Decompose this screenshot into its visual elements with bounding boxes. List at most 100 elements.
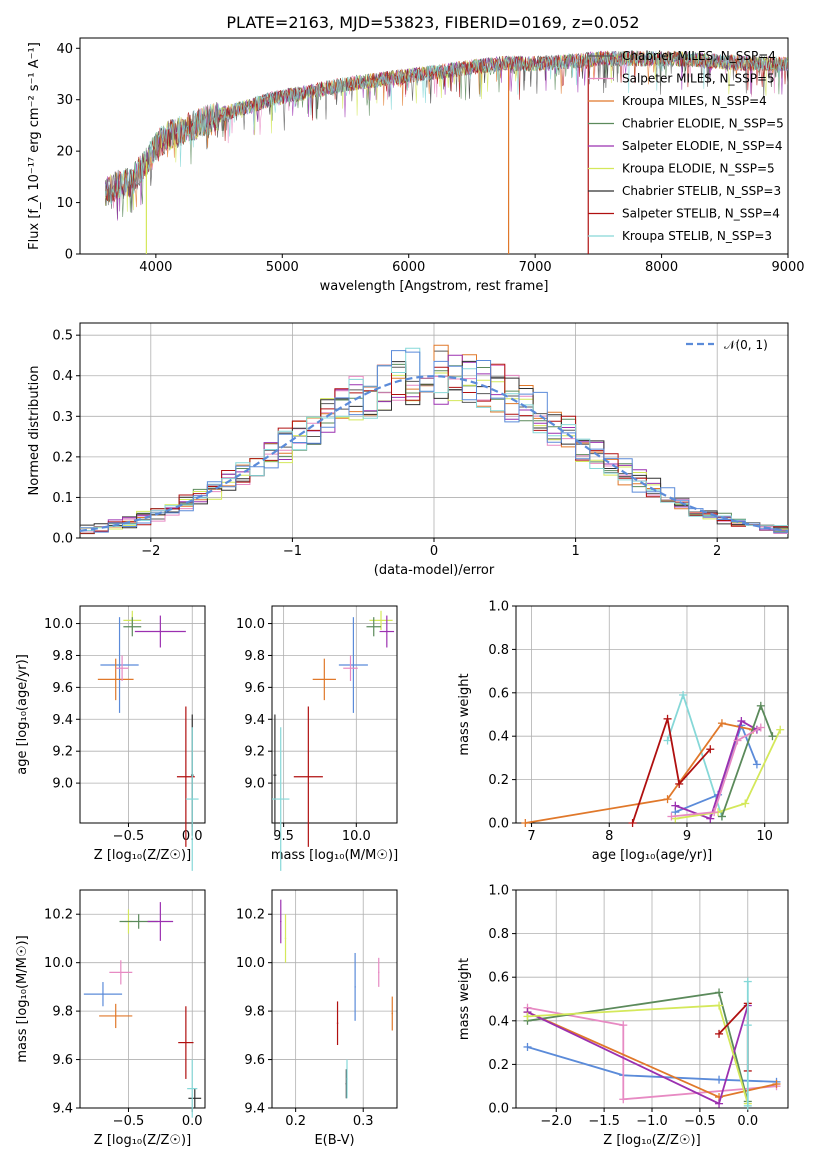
legend-label: Chabrier MILES, N_SSP=4 bbox=[622, 49, 776, 63]
plot-frame bbox=[271, 889, 398, 1109]
series-line bbox=[631, 718, 711, 824]
plot-frame bbox=[79, 605, 206, 824]
y-tick-label: 9.8 bbox=[244, 649, 265, 664]
y-tick-label: 10.0 bbox=[236, 956, 265, 971]
x-tick-label: 10 bbox=[756, 829, 773, 844]
legend-label: Salpeter STELIB, N_SSP=4 bbox=[622, 207, 780, 221]
y-tick-label: 0.6 bbox=[488, 686, 509, 701]
series-line bbox=[527, 1004, 749, 1104]
spectrum-line bbox=[105, 50, 788, 205]
spectrum-line bbox=[105, 50, 788, 203]
y-axis-label: Flux [f_λ 10⁻¹⁷ erg cm⁻² s⁻¹ A⁻¹] bbox=[27, 42, 42, 250]
x-tick-label: −1.5 bbox=[588, 1114, 620, 1129]
x-tick-label: 2 bbox=[713, 544, 721, 559]
x-tick-label: 4000 bbox=[139, 260, 172, 275]
x-tick-label: 0.0 bbox=[182, 1114, 203, 1129]
spectrum-lines bbox=[105, 50, 788, 254]
series-line bbox=[718, 1001, 749, 1071]
x-axis-label: age [log₁₀(age/yr)] bbox=[592, 848, 713, 863]
y-axis-label: age [log₁₀(age/yr)] bbox=[15, 654, 30, 775]
spectrum-line bbox=[105, 50, 788, 221]
x-tick-label: 5000 bbox=[266, 260, 299, 275]
y-tick-label: 30 bbox=[56, 93, 73, 108]
x-tick-label: 0 bbox=[430, 544, 438, 559]
series-line bbox=[666, 692, 723, 817]
y-tick-label: 0.8 bbox=[488, 643, 509, 658]
x-tick-label: −0.5 bbox=[113, 829, 145, 844]
y-tick-label: 0.2 bbox=[488, 1058, 509, 1073]
y-tick-label: 10 bbox=[56, 196, 73, 211]
residuals-panel: −2 −1 0 1 2 0.0 0.1 0.2 0.3 0.4 0.5 (data-model)/er… bbox=[27, 322, 789, 578]
y-tick-label: 9.0 bbox=[244, 777, 265, 792]
y-tick-label: 10.0 bbox=[236, 617, 265, 632]
y-tick-label: 9.2 bbox=[244, 745, 265, 760]
x-axis-label: mass [log₁₀(M/M☉)] bbox=[271, 848, 398, 863]
y-tick-label: 1.0 bbox=[488, 600, 509, 615]
y-tick-label: 9.4 bbox=[52, 713, 73, 728]
y-tick-label: 0.3 bbox=[52, 410, 73, 425]
legend-label: Salpeter ELODIE, N_SSP=4 bbox=[622, 139, 783, 153]
series-line bbox=[671, 726, 762, 818]
y-tick-label: 1.0 bbox=[488, 884, 509, 899]
y-tick-label: 10.2 bbox=[44, 908, 73, 923]
mass-vs-z-panel: −0.5 0.0 9.4 9.6 9.8 10.0 10.2 Z [log₁₀(Z/Z☉)] m… bbox=[15, 889, 206, 1148]
x-tick-label: 1 bbox=[571, 544, 579, 559]
x-tick-label: 9.5 bbox=[273, 829, 294, 844]
series-line bbox=[674, 719, 758, 820]
series-line bbox=[527, 1005, 749, 1105]
histogram-line bbox=[80, 350, 788, 534]
y-tick-label: 9.8 bbox=[52, 1005, 73, 1020]
legend-label: Kroupa MILES, N_SSP=4 bbox=[622, 94, 767, 108]
plot-frame bbox=[515, 889, 789, 1109]
y-tick-label: 10.0 bbox=[44, 956, 73, 971]
plot-frame bbox=[79, 322, 789, 539]
y-tick-label: 9.6 bbox=[244, 681, 265, 696]
series-line bbox=[527, 991, 749, 1102]
legend-label: Kroupa STELIB, N_SSP=3 bbox=[622, 229, 772, 243]
spectrum-line bbox=[105, 51, 788, 209]
x-axis-label: Z [log₁₀(Z/Z☉)] bbox=[94, 1133, 191, 1148]
y-tick-label: 0 bbox=[65, 248, 73, 263]
y-axis-label: mass weight bbox=[457, 958, 472, 1040]
x-tick-label: 0.2 bbox=[285, 1114, 306, 1129]
y-tick-label: 9.6 bbox=[52, 1053, 73, 1068]
y-tick-label: 40 bbox=[56, 42, 73, 57]
mass-vs-ebv-panel: 0.2 0.3 9.4 9.6 9.8 10.0 10.2 E(B-V) bbox=[236, 889, 398, 1148]
x-tick-label: 6000 bbox=[392, 260, 425, 275]
y-tick-label: 9.4 bbox=[244, 1102, 265, 1117]
spectrum-panel: 4000 5000 6000 7000 8000 9000 0 10 20 30 40 wavelen… bbox=[27, 37, 805, 294]
age-vs-mass-panel: 9.5 10.0 9.0 9.2 9.4 9.6 9.8 10.0 mass [log₁₀(M/… bbox=[236, 605, 398, 871]
plot-frame bbox=[79, 37, 789, 255]
x-axis-label: wavelength [Angstrom, rest frame] bbox=[320, 279, 549, 294]
x-tick-label: −0.5 bbox=[684, 1114, 716, 1129]
y-tick-label: 9.8 bbox=[52, 649, 73, 664]
y-tick-label: 9.6 bbox=[52, 681, 73, 696]
legend-label: 𝒩(0, 1) bbox=[724, 338, 768, 352]
legend-label: Chabrier ELODIE, N_SSP=5 bbox=[622, 117, 784, 131]
y-tick-label: 0.5 bbox=[52, 329, 73, 344]
plot-frame bbox=[271, 605, 398, 824]
x-axis-label: (data-model)/error bbox=[374, 563, 495, 578]
y-tick-label: 0.0 bbox=[488, 1102, 509, 1117]
y-axis-label: mass weight bbox=[457, 673, 472, 755]
y-tick-label: 0.2 bbox=[52, 450, 73, 465]
plot-frame bbox=[515, 605, 789, 824]
y-tick-label: 0.0 bbox=[52, 532, 73, 547]
y-tick-label: 0.4 bbox=[488, 730, 509, 745]
y-tick-label: 0.6 bbox=[488, 971, 509, 986]
y-tick-label: 9.8 bbox=[244, 1005, 265, 1020]
x-tick-label: 7000 bbox=[519, 260, 552, 275]
y-axis-label: Normed distribution bbox=[27, 366, 42, 496]
plot-frame bbox=[79, 889, 206, 1109]
x-tick-label: −2 bbox=[141, 544, 160, 559]
y-axis-label: mass [log₁₀(M/M☉)] bbox=[15, 935, 30, 1062]
y-tick-label: 9.0 bbox=[52, 777, 73, 792]
y-tick-label: 0.0 bbox=[488, 817, 509, 832]
x-tick-label: 0.0 bbox=[737, 1114, 758, 1129]
y-tick-label: 0.8 bbox=[488, 927, 509, 942]
series-line bbox=[525, 722, 754, 824]
y-tick-label: 10.0 bbox=[44, 617, 73, 632]
x-axis-label: E(B-V) bbox=[314, 1133, 354, 1148]
legend-label: Salpeter MILES, N_SSP=5 bbox=[622, 72, 775, 86]
x-tick-label: −0.5 bbox=[113, 1114, 145, 1129]
